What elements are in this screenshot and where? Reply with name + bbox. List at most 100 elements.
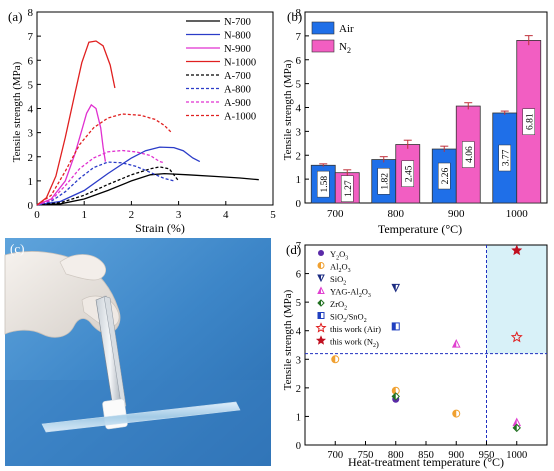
- panel-d-y-tick-label: 1: [296, 412, 301, 423]
- panel-b-legend-label: Air: [339, 23, 354, 35]
- panel-d-marker-star: [511, 244, 523, 256]
- panel-d-legend-label-mid: O: [341, 262, 347, 272]
- panel-b-plot-area: 0 1 2 3 4 5 6 7 8 700 1.58 1.27 800 1.82 2.45 900 2.26 4.…: [296, 7, 548, 220]
- panel-a-line-chart: (a) Tensile strength (MPa) Strain (%) 0 1…: [8, 7, 276, 235]
- tweezers-arm-icon: [103, 295, 127, 411]
- panel-b-legend-swatch: [311, 21, 335, 35]
- panel-a-x-tick-label: 1: [81, 209, 87, 221]
- panel-d-x-tick-label: 1000: [506, 450, 527, 461]
- panel-b-data-label: 3.77: [501, 149, 511, 166]
- panel-b-data-label-box: [498, 144, 511, 172]
- panel-d-marker-circle: [318, 250, 324, 256]
- panel-d-legend-label-base: SiO: [330, 274, 343, 284]
- panel-a-legend-label: A-900: [224, 98, 251, 109]
- panel-d-legend-label: Y2O3: [330, 249, 348, 262]
- panel-a-x-axis-label: Strain (%): [135, 221, 185, 235]
- panel-d-marker-half-circle-fill: [392, 387, 396, 395]
- panel-d-legend-label: this work (N2): [330, 337, 379, 350]
- panel-a-series-line: [36, 166, 180, 206]
- panel-b-data-label: 2.26: [441, 167, 451, 184]
- panel-b-y-tick-label: 8: [296, 7, 302, 19]
- panel-d-y-tick-label: 5: [296, 298, 301, 309]
- panel-a-series-line: [36, 146, 201, 206]
- panel-a-y-tick-label: 2: [28, 152, 34, 164]
- panel-b-legend-swatch: [311, 39, 335, 53]
- panel-d-marker-half-circle-fill: [318, 262, 321, 269]
- panel-d-marker-square-fill: [318, 312, 321, 319]
- panel-b-data-label-box: [462, 141, 475, 168]
- panel-d-marker-star-open: [510, 331, 523, 343]
- panel-a-series-line: [36, 40, 116, 206]
- panel-a-series-line: [36, 149, 165, 206]
- panel-b-y-tick-label: 1: [296, 174, 302, 186]
- panel-b-y-tick-label: 3: [296, 126, 302, 138]
- panel-b-x-tick-label: 900: [448, 208, 465, 220]
- panel-d-legend-label-subscript: 2: [359, 293, 362, 299]
- panel-d-legend-label-mid: O: [362, 287, 368, 297]
- panel-d-legend-label-subscript: 2: [344, 306, 347, 312]
- panel-b-x-tick-label: 800: [388, 208, 405, 220]
- panel-a-y-tick-label: 4: [28, 104, 34, 116]
- panel-d-y-tick-label: 2: [296, 384, 301, 395]
- panel-d-legend-label: Al2O3: [330, 262, 351, 275]
- glass-rod-icon: [41, 401, 241, 433]
- panel-b-legend-label-subscript: 2: [347, 46, 351, 55]
- panel-d-legend-label-subscript: 2: [343, 281, 346, 287]
- panel-a-y-tick-label: 0: [28, 200, 34, 212]
- panel-d-y-tick-label: 3: [296, 355, 301, 366]
- panel-a-legend-label: N-900: [224, 44, 251, 55]
- panel-d-y-axis-label: Tensile strength (MPa): [282, 289, 294, 390]
- panel-b-data-label: 2.45: [404, 165, 414, 182]
- panel-a-y-tick-label: 8: [28, 7, 34, 19]
- panel-d-legend-label-base: SiO: [330, 312, 343, 322]
- panel-b-data-label-box: [522, 108, 535, 135]
- panel-d-x-tick-label: 900: [448, 450, 464, 461]
- panel-b-data-label-box: [377, 168, 390, 195]
- photo-lower-shade: [5, 380, 271, 466]
- panel-d-marker-triangle-up-fill: [452, 340, 457, 348]
- panel-d-legend-label-base: this work (N: [330, 337, 373, 347]
- panel-d-x-tick-label: 800: [388, 450, 404, 461]
- panel-a-x-tick-label: 0: [34, 209, 40, 221]
- panel-d-legend-label-base: Y: [330, 249, 336, 259]
- panel-d-legend-label-base: ZrO: [330, 299, 344, 309]
- panel-b-x-tick-label: 1000: [506, 208, 529, 220]
- panel-d-x-tick-label: 850: [418, 450, 434, 461]
- panel-d-x-tick-label: 700: [327, 450, 343, 461]
- glove-finger-icon: [59, 254, 106, 281]
- panel-a-x-tick-label: 3: [176, 209, 182, 221]
- panel-d-legend-label-subscript: 2: [373, 343, 376, 349]
- panel-d-legend-label-mid: /SnO: [346, 312, 363, 322]
- panel-b-y-tick-label: 6: [296, 55, 302, 67]
- panel-b-data-label: 4.06: [465, 146, 475, 163]
- panel-a-y-tick-label: 1: [28, 176, 34, 188]
- panel-d-legend-label-base: Al: [330, 262, 339, 272]
- panel-d-legend-label-subscript: 2: [343, 318, 346, 324]
- panel-d-y-tick-label: 7: [296, 241, 301, 252]
- panel-d-marker-star-open: [315, 322, 327, 333]
- panel-a-y-tick-label: 5: [28, 79, 34, 91]
- panel-a-x-tick-label: 5: [270, 209, 276, 221]
- panel-a-label: (a): [8, 9, 22, 24]
- panel-b-y-tick-label: 4: [296, 103, 302, 115]
- panel-b-data-label-box: [438, 162, 451, 190]
- panel-a-series-line: [36, 103, 107, 206]
- panel-d-marker-triangle-down-fill: [318, 275, 321, 281]
- panel-d-legend-label-base: YAG-Al: [330, 287, 359, 297]
- panel-d-legend-label-subscript: 2: [339, 268, 342, 274]
- panel-d-y-tick-label: 6: [296, 270, 301, 281]
- panel-d-target-region: [486, 245, 547, 354]
- panel-d-marker-half-circle-fill: [452, 410, 457, 418]
- panel-a-x-tick-label: 2: [129, 209, 135, 221]
- panel-c-photo: (c): [4, 238, 271, 466]
- panel-d-legend-label-subscript: 3: [345, 256, 348, 262]
- panel-a-y-axis-label: Tensile strength (MPa): [11, 61, 23, 162]
- panel-a-legend-label: A-1000: [224, 112, 256, 123]
- panel-b-data-label-box: [317, 170, 330, 198]
- panel-d-marker-star: [315, 335, 327, 345]
- panel-d-label: (d): [286, 242, 301, 257]
- panel-b-legend-label-base: N: [339, 41, 347, 53]
- panel-d-scatter-chart: (d) Tensile strength (MPa) Heat-treatmen…: [282, 241, 548, 469]
- panel-a-plot-area: 0 1 2 3 4 5 0 1 2 3 4 5 6 7 8 N-700 N-800 N-900 N-1000 A-70…: [28, 7, 277, 221]
